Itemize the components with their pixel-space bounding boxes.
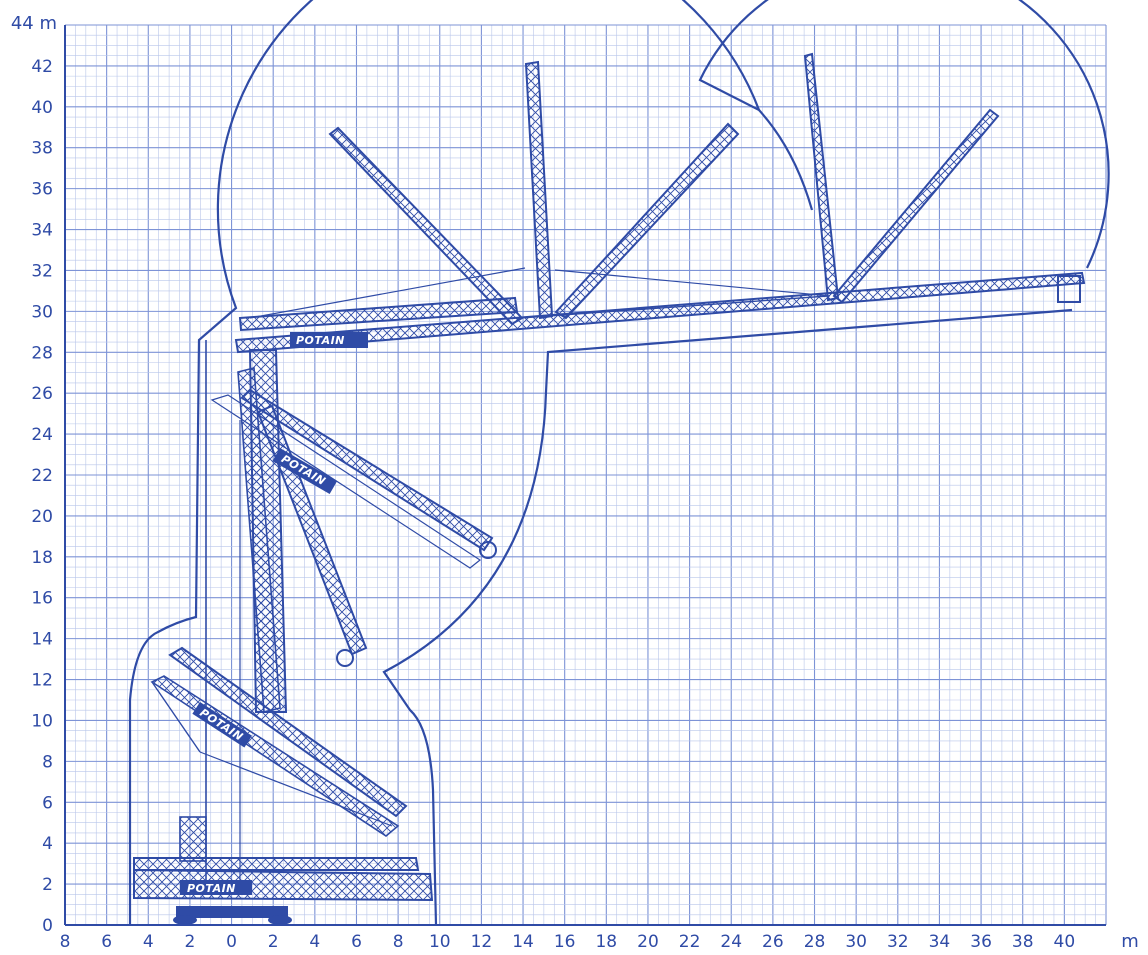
- x-tick-label: 14: [512, 932, 534, 952]
- brand-label-base: POTAIN: [187, 882, 236, 895]
- x-tick-label: 2: [185, 932, 196, 952]
- brand-plate-top: [290, 332, 368, 348]
- brand-plate-mid: [272, 447, 338, 494]
- y-tick-label: 42: [31, 57, 53, 77]
- y-tick-label: 20: [31, 507, 53, 527]
- x-tick-label: 16: [554, 932, 576, 952]
- x-tick-label: 36: [970, 932, 992, 952]
- working-range-envelope: [128, 0, 1110, 926]
- y-tick-label: 36: [31, 180, 53, 200]
- x-tick-label: 4: [309, 932, 320, 952]
- brand-plate-base: [180, 880, 252, 895]
- y-tick-label: 6: [42, 793, 53, 813]
- x-tick-label: 8: [393, 932, 404, 952]
- y-tick-label: 24: [31, 425, 53, 445]
- y-tick-label: 22: [31, 466, 53, 486]
- y-tick-label: 26: [31, 384, 53, 404]
- y-tick-label: 8: [42, 752, 53, 772]
- y-tick-label: 32: [31, 261, 53, 281]
- x-tick-label: 26: [762, 932, 784, 952]
- x-tick-label: 4: [143, 932, 154, 952]
- x-tick-label: 40: [1054, 932, 1076, 952]
- y-tick-label: 10: [31, 711, 53, 731]
- x-tick-label: 6: [351, 932, 362, 952]
- y-tick-label: 0: [42, 916, 53, 936]
- y-tick-label: 4: [42, 834, 53, 854]
- y-tick-label: 2: [42, 875, 53, 895]
- x-unit-label: m: [1121, 931, 1139, 952]
- x-tick-label: 18: [595, 932, 617, 952]
- crane-position-folding: POTAIN: [210, 388, 497, 667]
- y-tick-label: 12: [31, 671, 53, 691]
- jib-horizontal: [234, 271, 1086, 354]
- x-tick-label: 22: [679, 932, 701, 952]
- y-tick-label: 28: [31, 343, 53, 363]
- crane-position-horizontal: POTAIN: [234, 267, 1086, 354]
- x-tick-label: 30: [845, 932, 867, 952]
- x-tick-label: 32: [887, 932, 909, 952]
- x-tick-label: 12: [471, 932, 493, 952]
- y-tick-label: 30: [31, 302, 53, 322]
- brand-label-top: POTAIN: [296, 334, 345, 347]
- y-tick-label: 16: [31, 589, 53, 609]
- x-tick-label: 34: [929, 932, 951, 952]
- x-tick-label: 28: [804, 932, 826, 952]
- crane-base: POTAIN: [133, 816, 434, 925]
- y-top-label: 44 m: [11, 13, 57, 34]
- upper-arc-end: [758, 109, 814, 211]
- y-tick-label: 34: [31, 221, 53, 241]
- x-tick-label: 0: [226, 932, 237, 952]
- x-tick-label: 24: [720, 932, 742, 952]
- y-tick-label: 18: [31, 548, 53, 568]
- x-tick-label: 6: [101, 932, 112, 952]
- y-tick-label: 14: [31, 630, 53, 650]
- brand-plate-low: [192, 702, 252, 748]
- x-tick-label: 38: [1012, 932, 1034, 952]
- x-tick-label: 2: [268, 932, 279, 952]
- x-tick-label: 10: [429, 932, 451, 952]
- luffed-boom-fan: [328, 52, 1000, 326]
- x-tick-label: 20: [637, 932, 659, 952]
- x-tick-label: 8: [60, 932, 71, 952]
- y-tick-label: 38: [31, 139, 53, 159]
- y-tick-label: 40: [31, 98, 53, 118]
- axes: 8 6 4 2 0 2 4 6 8 10 12 14 16 18 20 22 24 26 28 30 32 34 36 38 4…: [11, 13, 1139, 952]
